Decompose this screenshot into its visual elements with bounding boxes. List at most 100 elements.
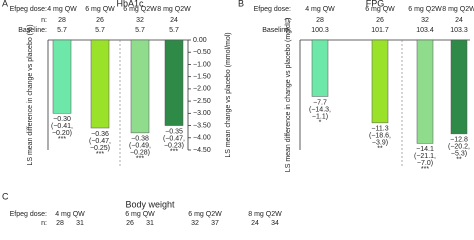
category-label: 4 mg QW bbox=[305, 6, 335, 13]
n-label: 32 bbox=[136, 17, 144, 24]
header-label: Baseline: bbox=[262, 27, 291, 34]
n-label: 28 bbox=[56, 220, 64, 227]
baseline-label: 101.7 bbox=[371, 27, 389, 34]
baseline-label: 103.3 bbox=[450, 27, 468, 34]
baseline-label: 5.7 bbox=[135, 27, 145, 34]
y2-tick-label: −1.50 bbox=[193, 74, 211, 81]
panel-letter: C bbox=[2, 191, 9, 201]
bar bbox=[416, 39, 434, 144]
bar bbox=[371, 39, 389, 124]
n-label: 32 bbox=[191, 220, 199, 227]
significance-label: ** bbox=[456, 157, 462, 164]
category-label: 8 mg Q2W bbox=[157, 6, 191, 13]
y2-tick-label: −4.50 bbox=[193, 147, 211, 154]
ci-label: −0.20) bbox=[52, 130, 72, 137]
y2-axis-label: LS mean change vs placebo (mmol/mol) bbox=[225, 32, 232, 157]
ci-label: (−20.2, bbox=[448, 144, 470, 151]
value-label: −0.35 bbox=[165, 128, 183, 135]
bar bbox=[52, 39, 72, 114]
value-label: −0.36 bbox=[91, 131, 109, 138]
y2-tick-label: −0.50 bbox=[193, 49, 211, 56]
ci-label: −5.3) bbox=[451, 151, 467, 158]
y2-tick-label: −3.50 bbox=[193, 122, 211, 129]
ci-label: (−0.47, bbox=[89, 138, 111, 145]
baseline-label: 5.7 bbox=[95, 27, 105, 34]
baseline-label: 103.4 bbox=[416, 27, 434, 34]
n-label: 31 bbox=[76, 220, 84, 227]
n-label: 26 bbox=[96, 17, 104, 24]
ci-label: −3.9) bbox=[372, 140, 388, 147]
y-axis-label: LS mean difference in change vs placebo … bbox=[285, 18, 292, 172]
significance-label: * bbox=[319, 119, 322, 126]
y2-tick-label: −4.00 bbox=[193, 135, 211, 142]
baseline-label: 5.7 bbox=[57, 27, 67, 34]
ci-label: (−0.49, bbox=[129, 143, 151, 150]
y-axis-label: LS mean difference in change vs placebo … bbox=[27, 24, 34, 165]
header-label: Efpeg dose: bbox=[254, 6, 291, 13]
significance-label: *** bbox=[136, 156, 144, 163]
n-label: 32 bbox=[421, 17, 429, 24]
baseline-label: 5.7 bbox=[169, 27, 179, 34]
bar bbox=[311, 39, 329, 97]
header-label: n: bbox=[41, 17, 47, 24]
n-label: 28 bbox=[58, 17, 66, 24]
bar bbox=[450, 39, 468, 135]
header-label: Efpeg dose: bbox=[10, 211, 47, 218]
n-label: 24 bbox=[251, 220, 259, 227]
category-label: 8 mg Q2W bbox=[248, 211, 282, 218]
significance-label: *** bbox=[170, 148, 178, 155]
category-label: 6 mg Q2W bbox=[188, 211, 222, 218]
panel-title: Body weight bbox=[125, 199, 175, 209]
ci-label: (−0.47, bbox=[163, 135, 185, 142]
panel-title: HbA1c bbox=[116, 0, 144, 8]
y2-tick-label: −1.00 bbox=[193, 61, 211, 68]
value-label: −12.8 bbox=[450, 137, 468, 144]
ci-label: −1.1) bbox=[312, 113, 328, 120]
value-label: −7.7 bbox=[313, 99, 327, 106]
ci-label: (−0.41, bbox=[51, 123, 73, 130]
n-label: 26 bbox=[376, 17, 384, 24]
n-label: 24 bbox=[455, 17, 463, 24]
n-label: 24 bbox=[170, 17, 178, 24]
ci-label: (−18.6, bbox=[369, 133, 391, 140]
y2-tick-label: −2.00 bbox=[193, 86, 211, 93]
ci-label: (−14.3, bbox=[309, 106, 331, 113]
ci-label: −0.25) bbox=[90, 145, 110, 152]
panel-letter: B bbox=[238, 0, 244, 8]
header-label: n: bbox=[41, 220, 47, 227]
category-label: 6 mg QW bbox=[365, 6, 395, 13]
header-label: n: bbox=[285, 17, 291, 24]
value-label: −0.38 bbox=[131, 136, 149, 143]
value-label: −11.3 bbox=[371, 126, 388, 133]
ci-label: −0.23) bbox=[164, 142, 184, 149]
ci-label: −7.0) bbox=[417, 160, 433, 167]
n-label: 37 bbox=[211, 220, 219, 227]
header-label: Baseline: bbox=[18, 27, 47, 34]
category-label: 6 mg Q2W bbox=[123, 6, 157, 13]
significance-label: *** bbox=[58, 136, 66, 143]
category-label: 4 mg QW bbox=[47, 6, 77, 13]
y2-tick-label: −2.50 bbox=[193, 98, 211, 105]
n-label: 26 bbox=[126, 220, 134, 227]
bar bbox=[164, 39, 184, 126]
baseline-label: 100.3 bbox=[311, 27, 329, 34]
n-label: 28 bbox=[316, 17, 324, 24]
ci-label: −0.28) bbox=[130, 150, 150, 157]
category-label: 6 mg QW bbox=[85, 6, 115, 13]
category-label: 6 mg Q2W bbox=[408, 6, 442, 13]
y2-tick-label: 0.00 bbox=[193, 37, 207, 44]
bar bbox=[130, 39, 150, 134]
value-label: −0.30 bbox=[53, 116, 71, 123]
ci-label: (−21.1, bbox=[414, 153, 436, 160]
n-label: 34 bbox=[271, 220, 279, 227]
panel-letter: A bbox=[2, 0, 8, 8]
n-label: 31 bbox=[146, 220, 154, 227]
bar bbox=[90, 39, 110, 129]
significance-label: ** bbox=[377, 146, 383, 153]
significance-label: *** bbox=[96, 151, 104, 158]
header-label: Efpeg dose: bbox=[10, 6, 47, 13]
value-label: −14.1 bbox=[416, 146, 434, 153]
category-label: 8 mg Q2W bbox=[442, 6, 474, 13]
significance-label: *** bbox=[421, 166, 429, 173]
